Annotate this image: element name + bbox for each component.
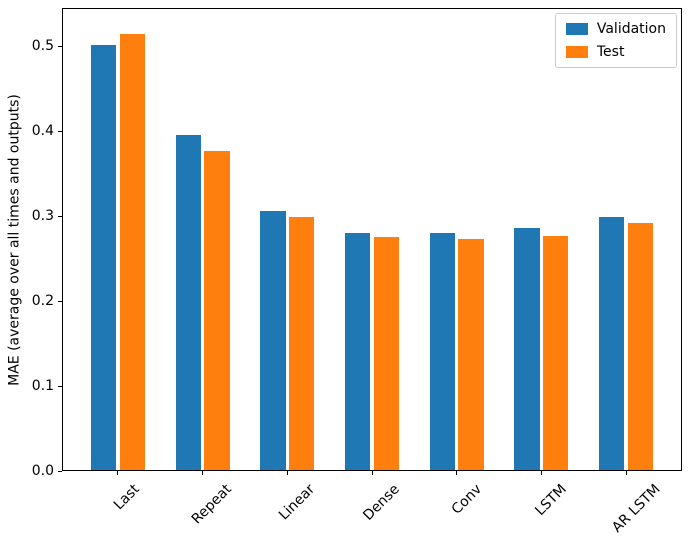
- y-tick-label: 0.1: [31, 378, 54, 395]
- x-tick-mark: [626, 471, 628, 475]
- bar-test-dense: [373, 236, 400, 470]
- bar-test-lstm: [542, 235, 569, 470]
- y-tick-label: 0.3: [31, 208, 54, 225]
- bar-validation-ar-lstm: [598, 216, 625, 470]
- y-tick-label: 0.5: [31, 38, 54, 55]
- y-tick-mark: [58, 216, 62, 218]
- bar-validation-last: [91, 45, 117, 470]
- y-tick-mark: [58, 301, 62, 303]
- legend-item-test: Test: [565, 44, 666, 60]
- bar-test-conv: [458, 238, 484, 470]
- x-tick-mark: [201, 471, 203, 475]
- bar-test-repeat: [204, 150, 230, 470]
- y-tick-mark: [58, 386, 62, 388]
- x-tick-label: Conv: [448, 481, 486, 518]
- legend-swatch-test: [565, 46, 588, 58]
- x-tick-mark: [541, 471, 543, 475]
- bar-test-ar-lstm: [627, 223, 653, 470]
- legend-label: Test: [596, 44, 625, 60]
- y-tick-mark: [58, 471, 62, 472]
- y-tick-mark: [58, 46, 62, 48]
- legend: Validation Test: [554, 13, 677, 68]
- x-tick-label: LSTM: [532, 481, 571, 520]
- legend-label: Validation: [596, 21, 666, 37]
- x-tick-label: Dense: [360, 481, 404, 524]
- y-tick-label: 0.4: [31, 123, 54, 140]
- x-tick-label: Last: [111, 481, 144, 514]
- bar-validation-repeat: [175, 135, 202, 470]
- bar-validation-dense: [344, 232, 371, 470]
- x-tick-label: Repeat: [188, 481, 236, 528]
- legend-swatch-validation: [565, 23, 588, 35]
- bars-layer: [63, 9, 681, 470]
- bar-test-linear: [289, 216, 315, 470]
- x-tick-mark: [371, 471, 373, 475]
- x-tick-mark: [456, 471, 458, 475]
- x-tick-mark: [116, 471, 118, 475]
- y-axis-label: MAE (average over all times and outputs): [6, 94, 23, 386]
- bar-validation-lstm: [514, 228, 540, 470]
- legend-item-validation: Validation: [565, 21, 666, 37]
- y-tick-mark: [58, 131, 62, 133]
- bar-test-last: [119, 34, 146, 470]
- y-tick-label: 0.0: [31, 463, 54, 479]
- x-tick-label: AR LSTM: [609, 481, 664, 536]
- x-tick-label: Linear: [276, 481, 319, 524]
- bar-validation-conv: [429, 232, 455, 470]
- bar-validation-linear: [260, 210, 286, 470]
- plot-area: [62, 8, 682, 471]
- x-tick-mark: [286, 471, 288, 475]
- y-tick-label: 0.2: [31, 293, 54, 310]
